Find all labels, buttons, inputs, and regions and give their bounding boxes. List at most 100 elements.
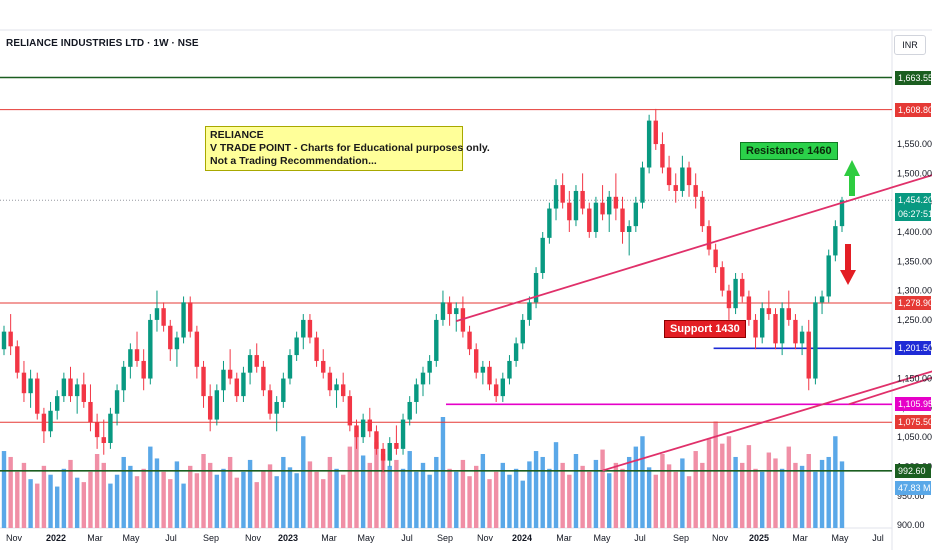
y-tick-label: 1,150.00 — [897, 374, 932, 384]
candle-body — [547, 208, 552, 238]
candle-body — [553, 185, 559, 209]
candle-body — [281, 378, 286, 402]
volume-bar — [174, 461, 180, 528]
volume-tag: 47.83 M — [895, 481, 931, 495]
candle-body — [334, 384, 339, 391]
candle-body — [274, 401, 279, 414]
volume-bar — [194, 473, 200, 528]
volume-bar — [41, 465, 47, 528]
x-tick-label: Jul — [401, 533, 413, 543]
x-tick-label: 2025 — [749, 533, 769, 543]
candle-body — [261, 366, 266, 391]
volume-bar — [680, 458, 685, 528]
volume-bar — [108, 483, 113, 528]
currency-button[interactable]: INR — [894, 35, 926, 55]
x-tick-label: Mar — [87, 533, 103, 543]
volume-bar — [294, 473, 299, 528]
candle-body — [301, 319, 306, 338]
candle-body — [693, 185, 698, 197]
volume-bar — [101, 462, 106, 528]
volume-bar — [467, 476, 472, 528]
candle-body — [380, 448, 386, 461]
candle-body — [21, 372, 27, 394]
trendline — [848, 376, 932, 406]
candle-body — [161, 308, 166, 326]
candle-body — [340, 384, 346, 397]
volume-bar — [480, 454, 486, 528]
price-tag-red_level: 1,608.80 — [895, 102, 932, 117]
volume-bar — [281, 456, 286, 528]
volume-bar — [693, 451, 698, 528]
volume-bar — [806, 454, 811, 528]
volume-bar — [227, 456, 233, 528]
volume-bar — [287, 467, 293, 528]
candle-body — [434, 319, 439, 361]
candle-body — [354, 425, 359, 438]
candle-body — [779, 308, 785, 344]
candle-body — [128, 349, 133, 367]
candle-body — [414, 384, 419, 402]
candle-body — [1, 331, 7, 350]
x-tick-label: Sep — [203, 533, 219, 543]
volume-bar — [161, 471, 166, 528]
volume-bar — [128, 465, 133, 528]
candle-body — [500, 378, 506, 397]
candle-body — [154, 308, 160, 320]
volume-bar — [340, 474, 346, 528]
candle-body — [327, 372, 333, 391]
up-arrow-icon — [844, 160, 860, 196]
candle-body — [94, 422, 100, 438]
candle-body — [653, 120, 658, 145]
x-tick-label: May — [122, 533, 140, 543]
volume-bar — [593, 459, 599, 528]
volume-bar — [440, 417, 446, 528]
candle-body — [766, 308, 772, 315]
candle-body — [427, 360, 432, 373]
candle-body — [321, 360, 326, 373]
candle-body — [48, 410, 53, 432]
candle-body — [646, 120, 652, 168]
volume-bar — [274, 476, 279, 528]
candle-body — [61, 378, 67, 397]
candle-body — [267, 390, 273, 414]
candle-body — [420, 372, 426, 385]
volume-bar — [367, 462, 372, 528]
resistance-label: Resistance 1460 — [740, 142, 838, 160]
volume-bar — [241, 471, 246, 528]
volume-bar — [347, 446, 353, 528]
candle-body — [726, 290, 732, 309]
candle-body — [740, 278, 745, 297]
x-tick-label: May — [831, 533, 849, 543]
support-label: Support 1430 — [664, 320, 746, 338]
volume-bar — [720, 443, 725, 528]
volume-bar — [454, 471, 459, 528]
volume-bar — [354, 427, 359, 528]
volume-bar — [746, 445, 752, 528]
volume-bar — [68, 459, 73, 528]
volume-bar — [560, 462, 565, 528]
x-tick-label: Nov — [712, 533, 729, 543]
volume-bar — [400, 468, 406, 528]
candle-body — [108, 413, 113, 444]
volume-bar — [626, 456, 632, 528]
y-tick-label: 1,500.00 — [897, 168, 932, 178]
candle-body — [241, 372, 246, 397]
candle-body — [626, 226, 632, 232]
volume-bar — [799, 465, 805, 528]
volume-bar — [321, 479, 326, 528]
volume-bar — [15, 471, 20, 528]
volume-bar — [327, 456, 333, 528]
candle-body — [753, 319, 758, 338]
x-tick-label: 2024 — [512, 533, 532, 543]
volume-bar — [334, 468, 339, 528]
candle-body — [480, 366, 486, 373]
candle-body — [520, 319, 525, 344]
volume-bar — [600, 449, 605, 528]
volume-bar — [607, 473, 612, 528]
candle-body — [247, 355, 253, 373]
trendline — [602, 370, 932, 472]
candle-body — [374, 431, 379, 449]
volume-bar — [234, 477, 239, 528]
volume-bar — [786, 446, 791, 528]
